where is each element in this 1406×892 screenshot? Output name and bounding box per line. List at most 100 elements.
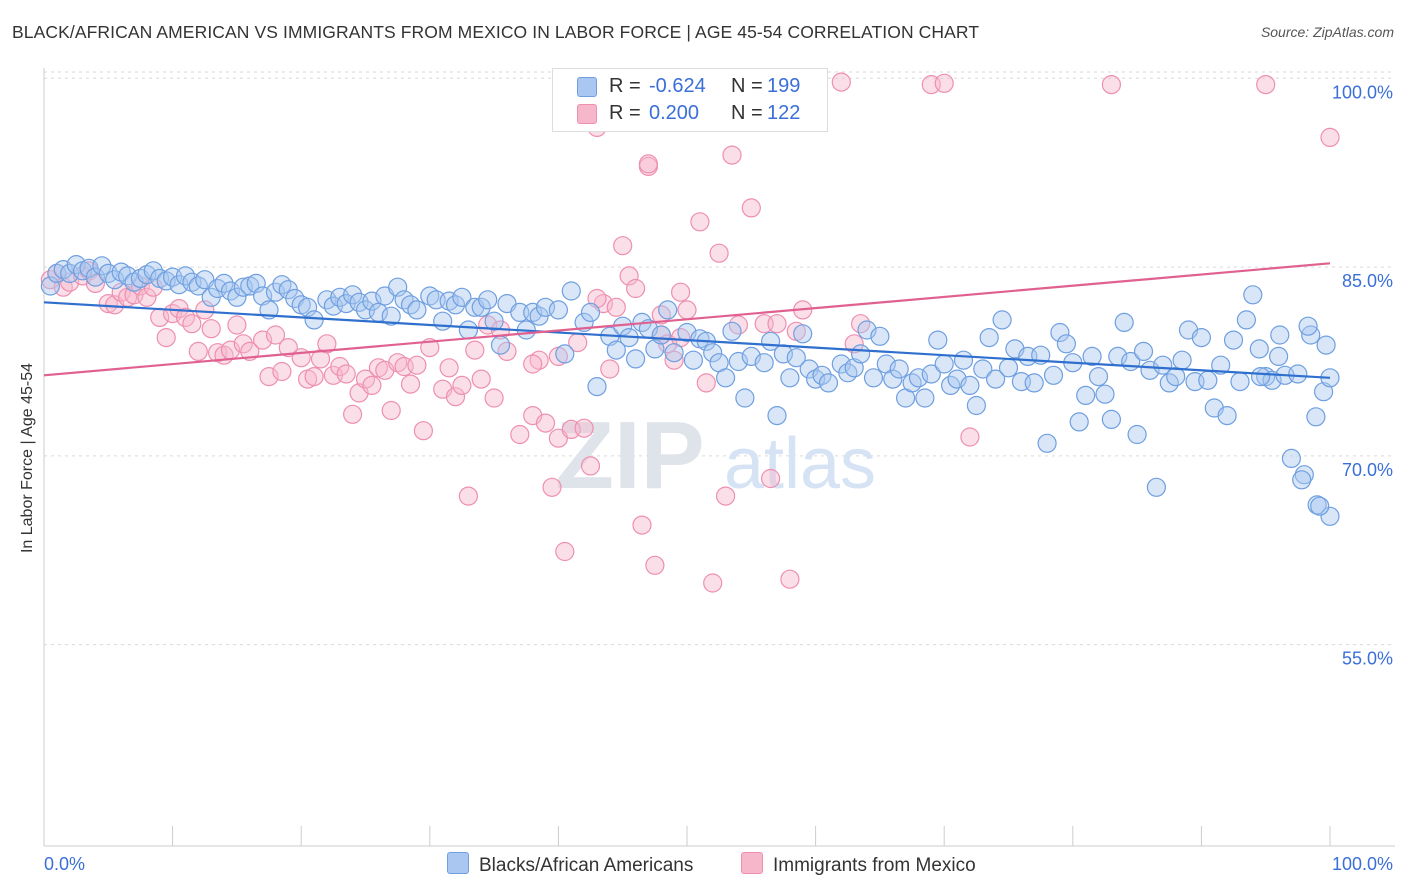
data-point-blacks: [1288, 364, 1308, 384]
data-point-blacks: [683, 350, 704, 370]
data-point-blacks: [1069, 412, 1089, 432]
data-point-mexico: [233, 334, 253, 354]
trend-line-blacks: [43, 301, 1331, 379]
data-point-blacks: [227, 287, 247, 307]
data-point-mexico: [831, 72, 851, 92]
data-point-blacks: [979, 328, 999, 348]
data-point-mexico: [343, 404, 363, 424]
data-point-mexico: [484, 388, 504, 408]
data-point-mexico: [600, 359, 620, 379]
data-point-mexico: [407, 355, 427, 375]
data-point-mexico: [458, 486, 478, 506]
data-point-blacks: [928, 330, 948, 350]
data-point-blacks: [1140, 360, 1160, 380]
grid-lines: [44, 71, 1395, 646]
data-point-blacks: [1236, 310, 1257, 330]
data-point-blacks: [715, 368, 736, 388]
data-point-mexico: [767, 314, 787, 334]
data-point-mexico: [651, 305, 671, 325]
data-point-mexico: [625, 278, 646, 299]
data-point-blacks: [246, 273, 266, 293]
data-point-mexico: [844, 334, 864, 354]
data-point-blacks: [304, 310, 324, 330]
data-point-blacks: [1298, 316, 1318, 336]
data-point-blacks: [754, 353, 774, 373]
data-point-blacks: [1268, 346, 1289, 366]
legend-series: Blacks/African Americans Immigrants from…: [0, 850, 1406, 878]
data-point-blacks: [490, 335, 511, 355]
chart-title: BLACK/AFRICAN AMERICAN VS IMMIGRANTS FRO…: [12, 22, 980, 42]
data-point-mexico: [336, 364, 356, 384]
data-point-blacks: [1076, 385, 1096, 405]
data-point-blacks: [818, 373, 839, 393]
data-point-blacks: [1198, 370, 1218, 390]
data-point-blacks: [1243, 285, 1263, 305]
data-point-blacks: [478, 290, 498, 310]
data-point-blacks: [400, 295, 421, 315]
data-point-blacks: [1095, 384, 1115, 404]
data-point-mexico: [574, 418, 594, 438]
data-point-mexico: [304, 367, 324, 387]
data-point-mexico: [715, 486, 736, 506]
data-point-mexico: [98, 294, 118, 314]
data-point-blacks: [1056, 334, 1077, 354]
data-point-blacks: [1191, 328, 1212, 348]
data-point-blacks: [1217, 406, 1237, 426]
legend-item-blacks[interactable]: Blacks/African Americans: [447, 852, 693, 877]
data-point-mexico: [188, 341, 208, 361]
data-point-mexico: [465, 340, 485, 360]
data-point-mexico: [452, 375, 472, 395]
data-point-mexico: [934, 73, 954, 93]
data-point-mexico: [278, 338, 298, 358]
data-point-blacks: [471, 297, 491, 317]
data-point-blacks: [484, 311, 504, 331]
data-point-mexico: [137, 287, 157, 307]
tick-labels: 55.0% 70.0% 85.0% 100.0% 0.0% 100.0%: [44, 82, 1393, 874]
data-point-mexico: [1256, 74, 1276, 95]
data-point-blacks: [908, 368, 929, 388]
legend-swatch-blue: [447, 852, 469, 874]
data-point-mexico: [1320, 127, 1340, 147]
data-point-blacks: [960, 375, 980, 395]
data-point-blacks: [1101, 409, 1122, 429]
data-point-mexico: [195, 300, 215, 320]
data-point-blacks: [902, 373, 922, 393]
data-point-mexico: [413, 421, 433, 441]
x-tick-label-max: 100.0%: [1332, 854, 1393, 874]
data-point-blacks: [40, 276, 61, 296]
data-point-mexico: [780, 569, 800, 589]
data-point-blacks: [703, 343, 723, 363]
data-point-mexico: [471, 369, 491, 389]
data-point-mexico: [201, 319, 221, 339]
data-point-blacks: [381, 306, 401, 326]
data-point-mexico: [664, 350, 684, 370]
data-point-mexico: [722, 145, 742, 165]
legend-r-label: R =: [609, 75, 641, 97]
data-point-blacks: [1256, 367, 1276, 387]
data-point-mexico: [703, 573, 723, 593]
data-point-mexico: [677, 300, 697, 320]
data-point-blacks: [143, 261, 163, 281]
trend-lines: [43, 262, 1331, 379]
data-point-blacks: [1172, 350, 1192, 370]
data-point-mexico: [1101, 74, 1122, 95]
legend-r-value: 0.200: [649, 102, 700, 124]
legend-label-mexico: Immigrants from Mexico: [773, 855, 976, 876]
data-point-blacks: [651, 325, 671, 345]
y-tick-label: 70.0%: [1342, 460, 1393, 480]
data-point-blacks: [92, 256, 112, 276]
data-point-blacks: [1294, 465, 1314, 485]
data-point-blacks: [1316, 335, 1336, 355]
data-point-mexico: [330, 356, 350, 377]
legend-swatch-pink: [741, 852, 763, 874]
legend-item-mexico[interactable]: Immigrants from Mexico: [741, 852, 976, 877]
data-point-mexico: [381, 400, 401, 421]
watermark-zip: ZIP: [555, 402, 704, 509]
data-point-blacks: [298, 297, 318, 317]
data-point-mexico: [760, 468, 781, 489]
data-point-mexico: [445, 387, 466, 407]
legend-swatch-blue: [577, 77, 597, 97]
data-point-mexico: [696, 373, 716, 393]
data-point-blacks: [561, 281, 581, 301]
legend-n-label: N =: [731, 75, 763, 97]
